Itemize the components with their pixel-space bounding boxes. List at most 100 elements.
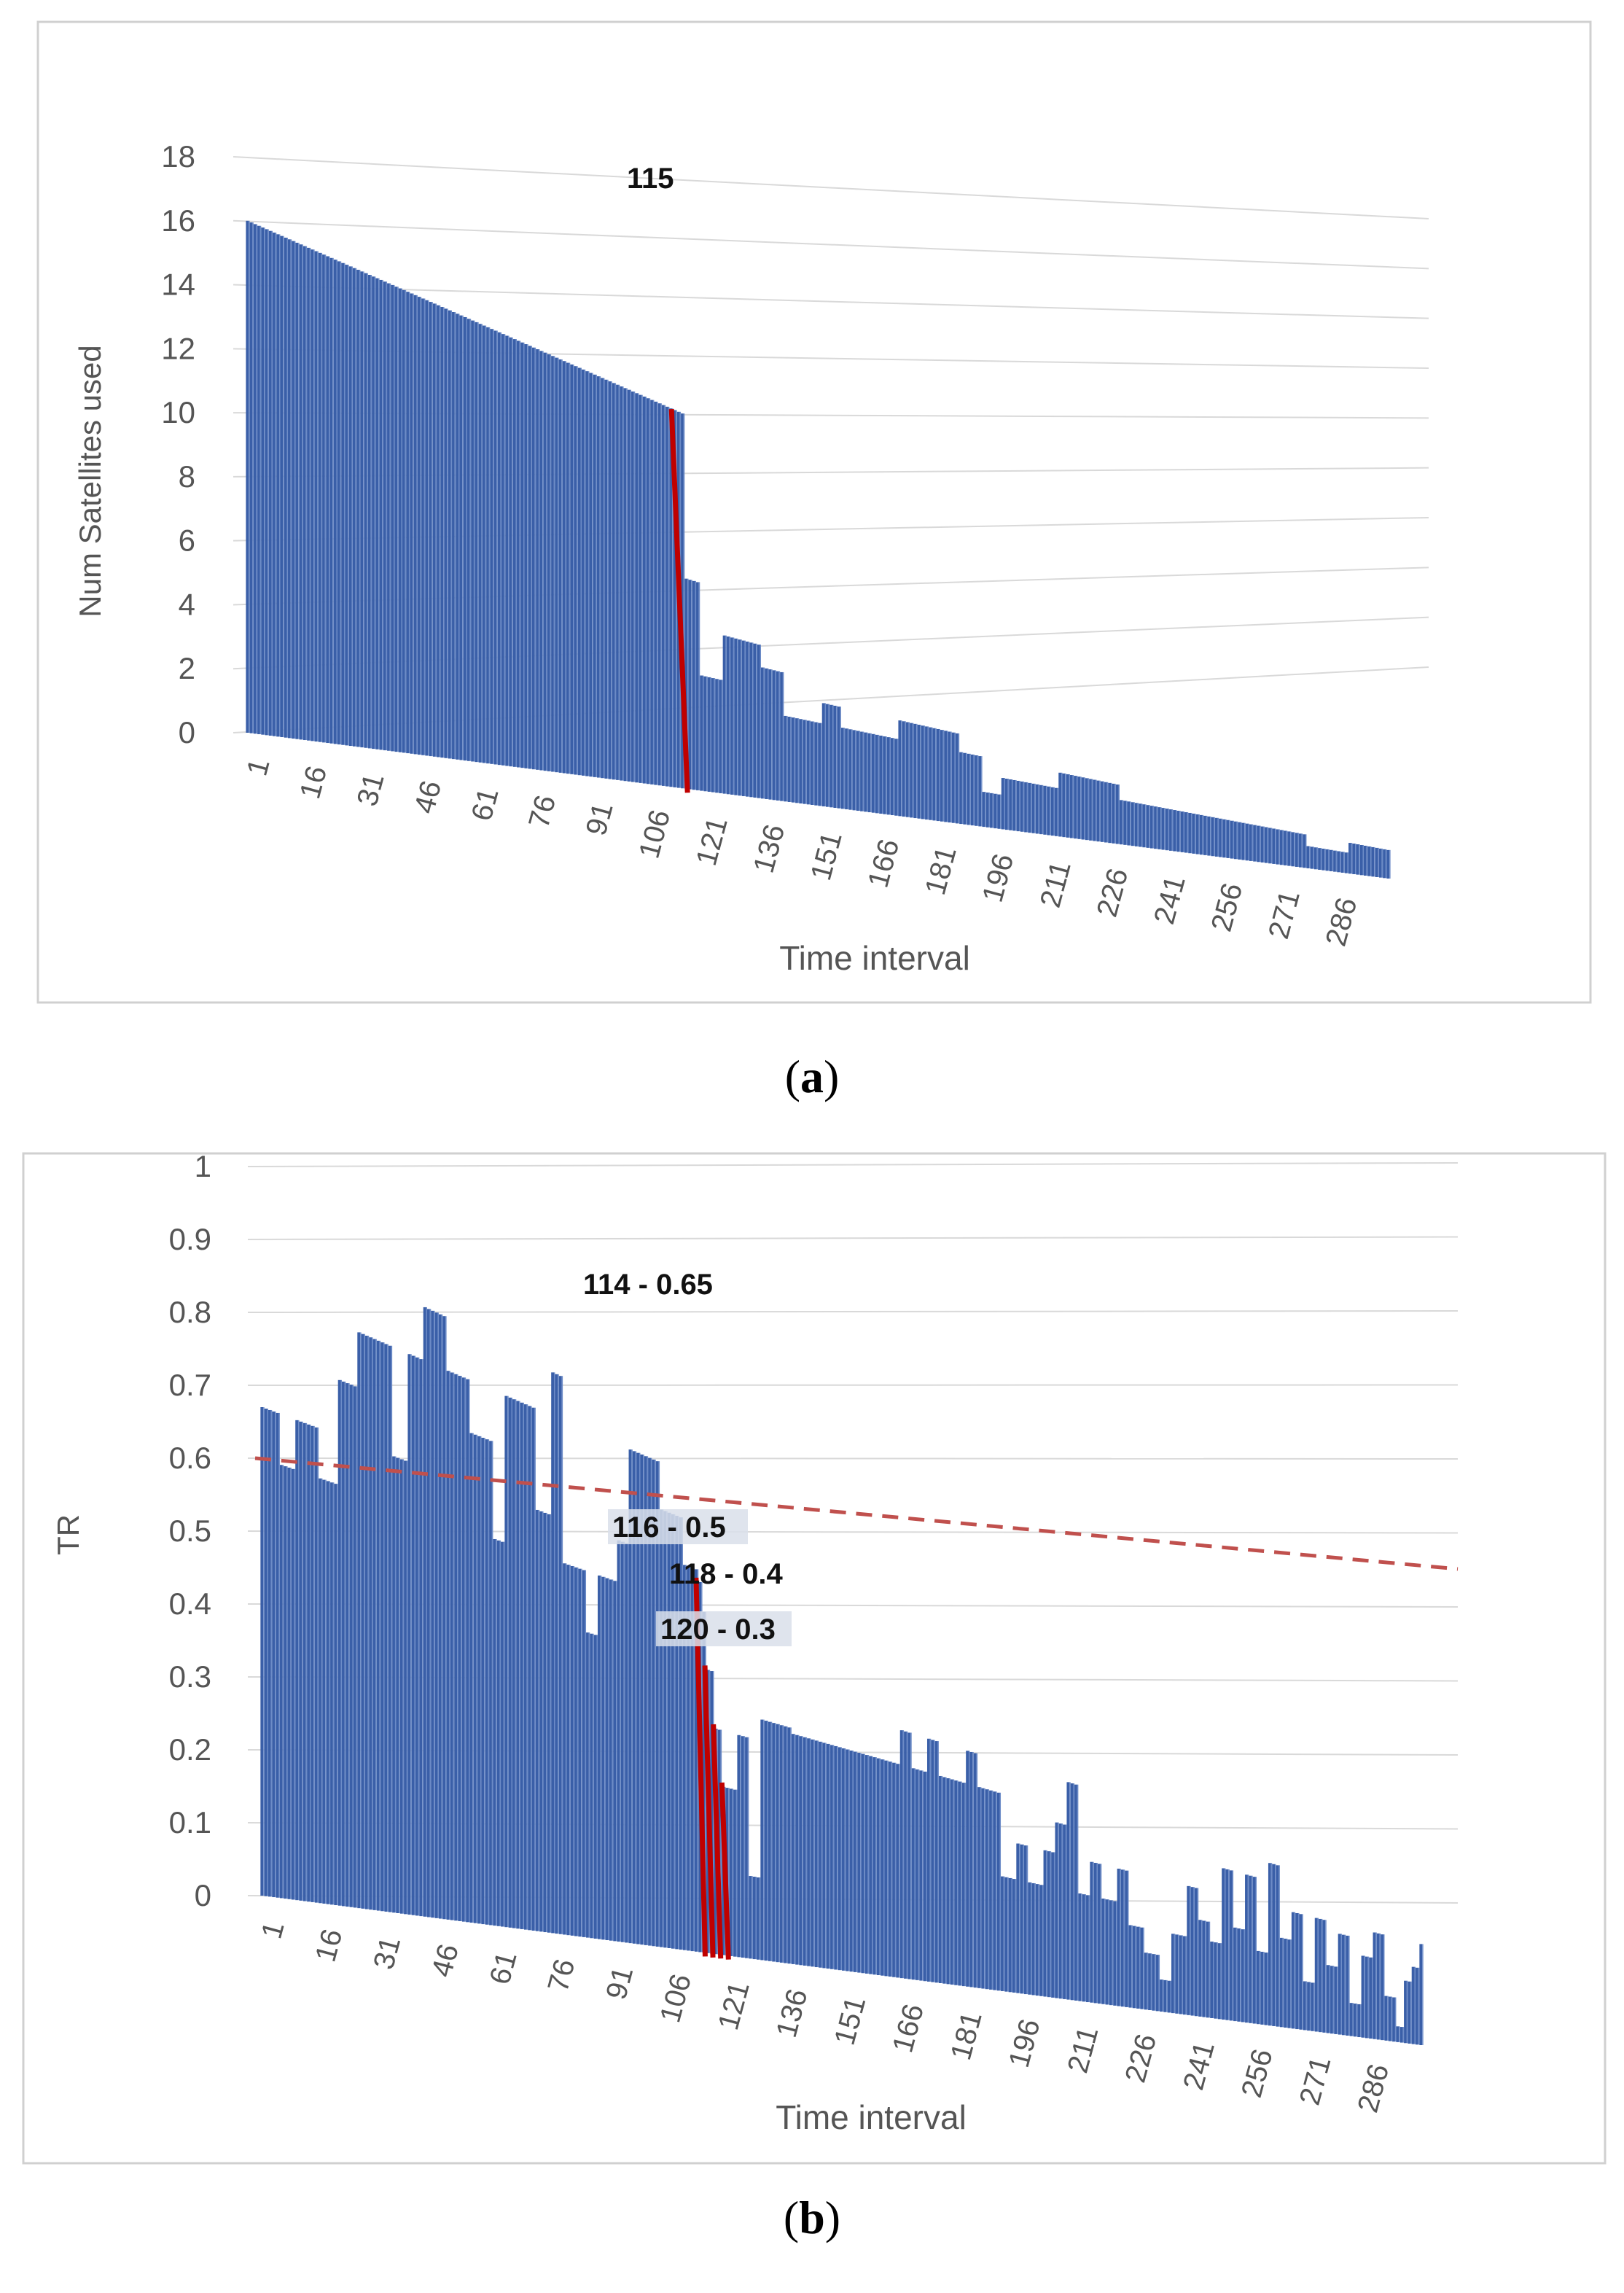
bar <box>379 279 383 750</box>
bar-gap <box>515 339 517 767</box>
bar-gap <box>271 230 273 736</box>
bar-gap <box>897 739 899 816</box>
bar <box>1348 843 1351 874</box>
bar-gap <box>1233 820 1235 859</box>
bar <box>692 580 695 790</box>
bar <box>776 671 779 801</box>
bar <box>829 704 832 808</box>
bar-gap <box>855 730 856 811</box>
chart-b-annotations: 114 - 0.65 116 - 0.5 118 - 0.4 120 - 0.3 <box>583 1269 792 1960</box>
bar-gap <box>1072 775 1074 838</box>
bar <box>1322 849 1325 871</box>
bar <box>1257 1950 1260 2025</box>
bar <box>578 1568 582 1937</box>
annotation-label: 116 - 0.5 <box>612 1511 726 1543</box>
bar-gap <box>534 1407 536 1931</box>
caption-a-label: a <box>800 1051 824 1102</box>
bar <box>1295 1912 1298 2030</box>
bar-gap <box>437 1312 439 1918</box>
bar <box>253 224 257 734</box>
bar <box>1066 1782 1070 2000</box>
bar-gap <box>599 376 601 778</box>
bar-gap <box>862 731 864 811</box>
bar-gap <box>1007 779 1010 830</box>
bar-gap <box>542 351 544 771</box>
bar <box>299 1421 302 1901</box>
bar-gap <box>1085 1894 1087 2002</box>
bar <box>1020 781 1023 832</box>
bar <box>1128 1925 1132 2008</box>
bar <box>623 388 627 782</box>
bar <box>1306 846 1310 868</box>
bar-gap <box>1168 809 1170 851</box>
bar-gap <box>821 1741 823 1968</box>
bar-gap <box>1205 1920 1206 2017</box>
x-tick-label: 16 <box>309 1926 348 1965</box>
bar <box>1334 1966 1338 2034</box>
bar-gap <box>359 270 361 747</box>
bar-gap <box>1220 1943 1222 2020</box>
bar-gap <box>1034 783 1036 833</box>
bar <box>746 641 749 797</box>
chart-a-xlabel: Time interval <box>779 939 970 977</box>
bar-gap <box>305 246 308 741</box>
bar <box>954 1780 958 1985</box>
bar <box>551 356 554 772</box>
bar <box>539 1511 543 1932</box>
bar-gap <box>740 1735 741 1958</box>
bar <box>950 1779 953 1985</box>
gridline <box>247 1895 1459 1904</box>
bar <box>287 1467 291 1899</box>
bar <box>1291 1912 1295 2029</box>
bar-gap <box>389 283 391 751</box>
bar <box>1245 1875 1248 2023</box>
chart-b-bars <box>260 1307 1424 2045</box>
y-tick-label: 10 <box>161 395 195 429</box>
bar <box>429 302 432 757</box>
bar <box>246 220 249 733</box>
bar-gap <box>984 1788 985 1989</box>
bar <box>291 1468 294 1900</box>
threshold-line <box>254 1456 1459 1571</box>
bar <box>869 1756 872 1974</box>
bar <box>883 736 886 814</box>
bar-gap <box>332 1482 335 1905</box>
bar-gap <box>286 1466 288 1899</box>
bar <box>1194 1888 1198 2017</box>
x-tick-label: 196 <box>1003 2016 1047 2071</box>
bar <box>726 636 730 795</box>
bar <box>1199 814 1203 855</box>
bar <box>1234 821 1237 860</box>
x-tick-label: 106 <box>654 1971 698 2026</box>
chart-a-gridlines <box>233 156 1429 733</box>
bar-gap <box>882 735 883 814</box>
y-tick-label: 4 <box>179 587 195 621</box>
chart-a-bars <box>246 220 1391 879</box>
bar-gap <box>553 356 555 772</box>
bar-gap <box>1178 1934 1179 2014</box>
bar <box>307 247 310 741</box>
bar <box>1340 852 1344 873</box>
bar <box>1142 804 1146 848</box>
bar <box>1202 1920 1206 2017</box>
bar <box>714 1729 717 1955</box>
marker-line <box>693 1577 708 1957</box>
bar-gap <box>1104 1899 1106 2004</box>
bar <box>440 307 444 758</box>
bar <box>730 637 733 795</box>
bar-gap <box>1235 1927 1238 2022</box>
annotation-box <box>608 1509 748 1544</box>
bar <box>884 1760 888 1977</box>
x-tick-label: 1 <box>241 755 276 779</box>
bar-gap <box>927 726 929 820</box>
bar <box>902 721 905 817</box>
bar-gap <box>1240 1928 1241 2022</box>
bar-gap <box>778 671 781 801</box>
bar <box>1303 1981 1306 2031</box>
bar <box>497 332 501 766</box>
bar-gap <box>977 755 979 826</box>
bar-gap <box>324 254 327 743</box>
bar-gap <box>856 1751 858 1972</box>
bar <box>1070 1783 1074 2001</box>
bar-gap <box>1065 773 1066 838</box>
